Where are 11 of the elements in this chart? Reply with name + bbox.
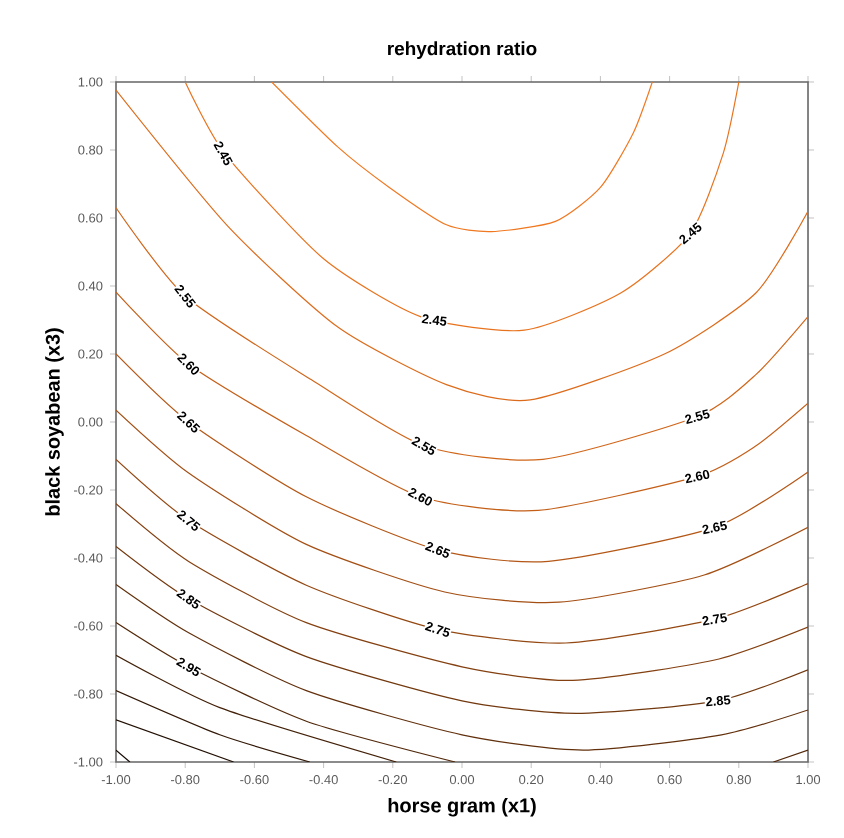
line-series [116,502,809,682]
line-series [116,89,809,402]
line-series [116,207,809,461]
chart-title: rehydration ratio [388,41,537,60]
y-axis-title: black soyabean (x3) [45,328,64,516]
line-series [116,353,809,563]
line-series [116,583,809,751]
line-series [271,81,653,233]
x-axis-title: horse gram (x1) [388,797,536,817]
line-series [116,545,809,714]
line-series [116,458,809,644]
